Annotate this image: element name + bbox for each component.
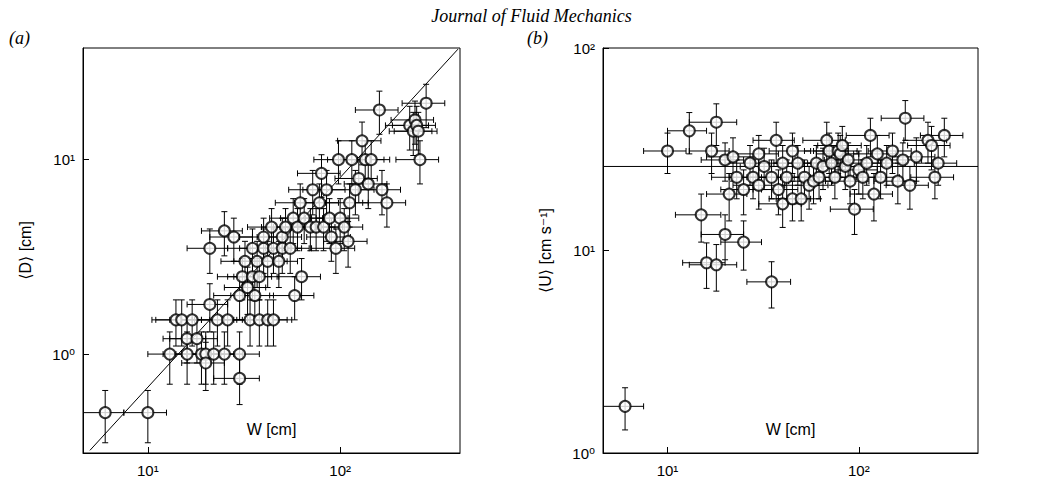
svg-text:(b): (b) [527, 28, 548, 49]
svg-text:(a): (a) [9, 28, 30, 49]
svg-text:10⁰: 10⁰ [572, 445, 595, 462]
svg-text:Journal of Fluid Mechanics: Journal of Fluid Mechanics [431, 6, 631, 26]
svg-text:10¹: 10¹ [53, 151, 75, 168]
svg-text:⟨D⟩ [cm]: ⟨D⟩ [cm] [17, 221, 34, 280]
svg-text:W [cm]: W [cm] [247, 421, 297, 438]
svg-text:10⁰: 10⁰ [52, 346, 75, 363]
svg-text:W [cm]: W [cm] [766, 421, 816, 438]
svg-text:10¹: 10¹ [657, 462, 679, 479]
svg-text:10¹: 10¹ [573, 242, 595, 259]
svg-text:10²: 10² [329, 462, 351, 479]
svg-text:10¹: 10¹ [137, 462, 159, 479]
svg-text:⟨U⟩ [cm s⁻¹]: ⟨U⟩ [cm s⁻¹] [537, 208, 554, 293]
svg-text:10²: 10² [848, 462, 870, 479]
svg-text:10²: 10² [573, 40, 595, 57]
